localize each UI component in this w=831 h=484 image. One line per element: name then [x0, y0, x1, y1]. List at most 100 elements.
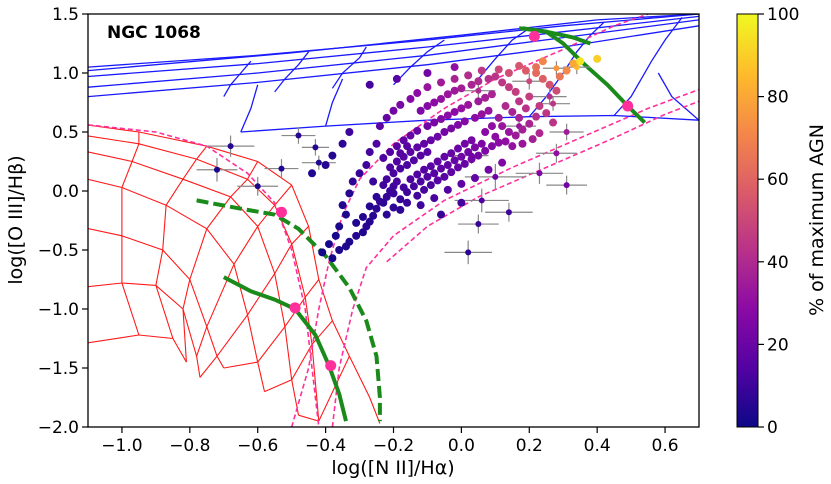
data-point — [440, 172, 449, 181]
data-point — [331, 231, 340, 240]
data-point — [399, 136, 408, 145]
y-tick-label: −1.5 — [38, 359, 79, 379]
data-point — [416, 151, 425, 160]
data-point — [338, 139, 347, 148]
data-point — [453, 120, 462, 129]
data-point — [396, 100, 405, 109]
data-point — [470, 113, 479, 122]
data-point — [484, 74, 493, 83]
data-point — [338, 201, 347, 210]
y-tick-label: −1.0 — [38, 300, 79, 320]
data-point — [396, 195, 405, 204]
data-point — [433, 176, 442, 185]
data-point — [426, 136, 435, 145]
data-point — [532, 63, 541, 72]
data-point — [535, 102, 544, 111]
data-point — [470, 143, 479, 152]
demarcation-line — [386, 100, 699, 263]
data-point — [528, 135, 537, 144]
data-point — [328, 151, 337, 160]
data-point — [464, 71, 473, 80]
data-point — [440, 152, 449, 161]
data-point — [430, 98, 439, 107]
data-point — [433, 157, 442, 166]
data-point — [369, 177, 378, 186]
data-point-with-error — [553, 150, 560, 157]
hii-model-grid-line — [121, 132, 140, 336]
data-point — [494, 138, 503, 147]
data-point — [365, 80, 374, 89]
agn-model-grid-line — [393, 39, 445, 86]
plot-frame — [87, 13, 700, 428]
data-point — [525, 119, 534, 128]
agn-model-grid-line — [88, 14, 699, 72]
agn-model-grid-line — [88, 19, 699, 88]
agn-model-grid-line — [613, 78, 642, 116]
x-tick-label: 0.0 — [448, 436, 475, 456]
data-point — [362, 161, 371, 170]
hii-model-grid-line — [88, 228, 225, 369]
data-point — [392, 142, 401, 151]
data-point-with-error — [278, 165, 285, 172]
data-point — [396, 205, 405, 214]
data-point — [382, 113, 391, 122]
data-point — [392, 74, 401, 83]
data-point — [420, 185, 429, 194]
colorbar-tick-label: 20 — [767, 335, 789, 355]
data-point — [372, 139, 381, 148]
data-point — [369, 211, 378, 220]
y-tick-label: 0.5 — [52, 123, 79, 143]
colorbar-tick-label: 40 — [767, 253, 789, 273]
data-point-with-error — [546, 93, 553, 100]
hii-model-grid-line — [88, 282, 201, 378]
data-point-with-error — [526, 78, 533, 85]
data-point — [460, 139, 469, 148]
colorbar-tick-label: 100 — [767, 5, 799, 25]
data-point — [545, 80, 554, 89]
data-point — [372, 204, 381, 213]
data-point-with-error — [536, 170, 543, 177]
data-point — [403, 142, 412, 151]
data-point — [457, 104, 466, 113]
data-point — [525, 92, 534, 101]
data-point — [392, 157, 401, 166]
data-point — [511, 87, 520, 96]
x-tick-label: −0.6 — [237, 436, 278, 456]
data-point — [352, 218, 361, 227]
data-point — [416, 106, 425, 115]
data-point — [450, 63, 459, 72]
hii-model-grid-line — [88, 151, 300, 416]
data-point — [504, 128, 513, 136]
data-point — [423, 102, 432, 111]
data-point — [450, 86, 459, 95]
data-point — [467, 80, 476, 89]
x-tick-label: 0.2 — [516, 436, 543, 456]
hii-model-grid-line — [155, 145, 208, 339]
data-point-with-error — [563, 129, 570, 135]
data-point — [423, 172, 432, 181]
data-point-with-error — [563, 182, 570, 189]
data-point — [382, 210, 391, 219]
colorbar-axis: 0 20 40 60 80 100 — [758, 5, 799, 438]
mixing-sequence-line — [196, 198, 382, 422]
data-point — [443, 111, 452, 120]
colorbar-tick-label: 80 — [767, 88, 789, 108]
data-point — [521, 66, 530, 75]
data-point-with-error — [475, 221, 482, 228]
y-tick-label: −2.0 — [38, 418, 79, 438]
data-point — [396, 164, 405, 173]
data-point-with-error — [505, 209, 512, 216]
data-point — [562, 66, 571, 75]
data-point — [457, 84, 466, 93]
data-point — [464, 148, 473, 157]
data-point — [593, 54, 602, 63]
data-point — [515, 97, 524, 106]
data-point — [508, 142, 517, 151]
data-point — [443, 185, 452, 194]
data-point — [423, 148, 432, 157]
data-point — [491, 72, 500, 81]
data-point — [413, 89, 422, 98]
mixing-fraction-point — [275, 206, 287, 218]
data-point — [576, 57, 585, 66]
hii-model-grid-line — [264, 320, 333, 393]
